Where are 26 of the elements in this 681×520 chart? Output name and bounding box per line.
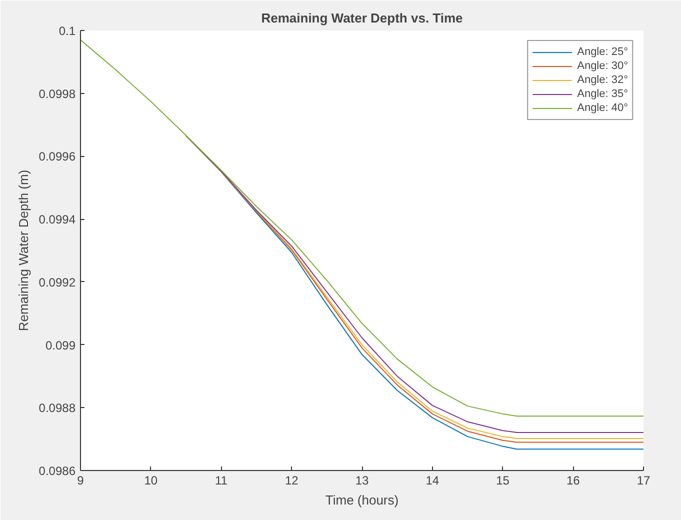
- x-tick-label: 9: [77, 474, 84, 488]
- x-tick-label: 14: [426, 474, 440, 488]
- x-tick-label: 11: [215, 474, 228, 488]
- y-tick-label: 0.0986: [38, 464, 76, 478]
- legend-label: Angle: 25°: [577, 45, 628, 59]
- chart-title: Remaining Water Depth vs. Time: [261, 10, 463, 26]
- x-tick-label: 15: [496, 474, 510, 488]
- y-tick-label: 0.099: [45, 338, 76, 352]
- y-tick-label: 0.0992: [38, 275, 76, 290]
- y-tick-label: 0.0988: [38, 401, 76, 416]
- y-tick-label: 0.0994: [38, 212, 76, 227]
- y-tick-label: 0.0996: [38, 150, 76, 164]
- x-axis-title: Time (hours): [325, 492, 399, 508]
- legend-label: Angle: 32°: [577, 73, 628, 87]
- line-series: [80, 39, 644, 417]
- x-tick-label: 16: [566, 474, 580, 488]
- y-tick-label: 0.1: [58, 24, 76, 38]
- legend-label: Angle: 40°: [577, 101, 628, 115]
- x-tick-label: 17: [636, 474, 650, 488]
- x-tick-label: 13: [355, 474, 369, 488]
- y-axis-title: Remaining Water Depth (m): [16, 170, 31, 332]
- x-tick-label: 10: [144, 474, 158, 488]
- x-tick-label: 12: [284, 474, 299, 488]
- y-tick-label: 0.0998: [38, 86, 76, 101]
- legend-label: Angle: 30°: [577, 59, 628, 73]
- legend-label: Angle: 35°: [577, 87, 628, 101]
